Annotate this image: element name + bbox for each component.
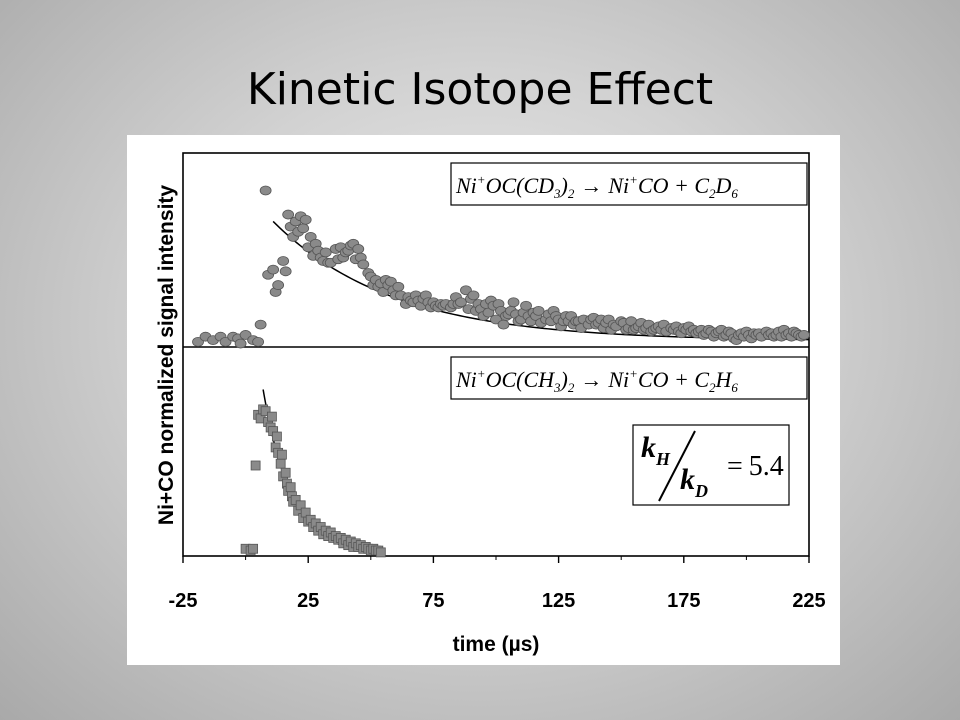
protonated-data-point <box>285 482 296 493</box>
deuterated-data-point <box>352 244 365 254</box>
eq-top-part: 3 <box>553 186 561 201</box>
svg-text:kD: kD <box>680 463 708 501</box>
deuterated-data-point <box>254 319 267 330</box>
x-tick-label: 75 <box>422 590 444 612</box>
deuterated-data-point <box>259 185 272 196</box>
equation-box-bottom: Ni+OC(CH3)2 → Ni+CO + C2H6 <box>450 356 808 400</box>
deuterated-data-point <box>192 336 204 347</box>
deuterated-data-point <box>467 290 480 301</box>
eq-bottom-part: 2 <box>709 380 716 395</box>
eq-bottom-part: Ni <box>607 367 629 392</box>
ratio-den-sub: D <box>694 481 708 501</box>
figure-panel: Ni+OC(CD3)2 → Ni+CO + C2D6 Ni+OC(CH3)2 → Ni+… <box>127 135 840 665</box>
eq-bottom-part: + <box>629 366 638 381</box>
eq-top-part: CO + C <box>638 173 709 198</box>
eq-bottom-part: Ni <box>455 367 477 392</box>
deuterated-data-point <box>267 264 280 275</box>
deuterated-data-point <box>239 330 252 340</box>
eq-bottom-part: OC(CH <box>486 367 556 392</box>
eq-bottom-part: 3 <box>553 380 561 395</box>
ratio-den-k: k <box>680 463 695 496</box>
svg-text:Ni+OC(CD3)2→Ni+CO + C2D6: Ni+OC(CD3)2 → Ni+CO + C2D6 <box>455 172 738 201</box>
ratio-num-k: k <box>641 431 656 464</box>
eq-top-part: 2 <box>568 186 575 201</box>
eq-bottom-part: + <box>477 366 486 381</box>
eq-bottom-part: H <box>715 367 733 392</box>
x-tick-label: 25 <box>297 590 319 612</box>
svg-text:kH: kH <box>641 431 671 469</box>
deuterated-data-point <box>507 297 520 308</box>
eq-top-part: 2 <box>709 186 716 201</box>
eq-bottom-arrow: → <box>580 367 602 392</box>
deuterated-data-point <box>455 297 467 308</box>
eq-top-arrow: → <box>580 173 602 198</box>
deuterated-data-point <box>357 259 370 270</box>
ratio-box: kH kD = 5.4 <box>632 424 790 506</box>
eq-top-part: Ni <box>455 173 477 198</box>
protonated-data-point <box>250 460 261 471</box>
deuterated-data-point <box>272 280 285 290</box>
x-tick-label: -25 <box>169 590 198 612</box>
eq-bottom-part: 6 <box>731 380 738 395</box>
deuterated-data-point <box>297 223 310 234</box>
eq-top-part: + <box>477 172 486 187</box>
y-axis-title: Ni+CO normalized signal intensity <box>155 185 178 525</box>
eq-bottom-part: CO + C <box>638 367 709 392</box>
deuterated-data-point <box>234 338 247 349</box>
equation-box-top: Ni+OC(CD3)2 → Ni+CO + C2D6 <box>450 162 808 206</box>
x-ticks: -25 25 75 125 175 225 <box>169 556 826 612</box>
eq-top-part: D <box>715 173 732 198</box>
protonated-data-point <box>295 500 306 511</box>
deuterated-data-point <box>798 330 810 340</box>
ratio-equals: = <box>727 451 743 482</box>
protonated-data-point <box>277 449 287 460</box>
protonated-data-point <box>248 543 259 554</box>
x-tick-label: 125 <box>542 590 575 612</box>
deuterated-data-point <box>219 336 232 347</box>
protonated-data-point <box>260 406 271 417</box>
ratio-num-sub: H <box>655 449 671 469</box>
eq-bottom-part: ) <box>559 367 568 392</box>
svg-text:Ni+OC(CH3)2→Ni+CO + C2H6: Ni+OC(CH3)2 → Ni+CO + C2H6 <box>455 366 738 395</box>
x-tick-label: 175 <box>667 590 700 612</box>
protonated-data-point <box>271 431 282 442</box>
eq-top-part: 6 <box>731 186 738 201</box>
protonated-data-point <box>280 467 291 478</box>
data-points <box>192 185 810 558</box>
deuterated-data-point <box>282 209 295 220</box>
ratio-value: 5.4 <box>749 451 784 482</box>
protonated-data-point <box>266 411 277 422</box>
eq-bottom-part: 2 <box>568 380 575 395</box>
deuterated-data-point <box>520 300 532 311</box>
deuterated-data-point <box>392 281 405 292</box>
deuterated-data-point <box>279 266 292 277</box>
deuterated-data-point <box>490 314 502 325</box>
ratio-slash <box>658 430 696 502</box>
kie-chart: Ni+OC(CD3)2 → Ni+CO + C2D6 Ni+OC(CH3)2 → Ni+… <box>155 152 826 656</box>
deuterated-data-point <box>497 319 510 330</box>
eq-top-part: OC(CD <box>486 173 555 198</box>
protonated-data-point <box>375 547 386 558</box>
x-axis-title: time (µs) <box>453 633 540 656</box>
deuterated-data-point <box>299 214 312 225</box>
slide-title: Kinetic Isotope Effect <box>246 64 714 115</box>
x-tick-label: 225 <box>792 590 825 612</box>
svg-text:=5.4: = 5.4 <box>727 451 784 482</box>
deuterated-data-point <box>532 305 545 316</box>
eq-top-part: + <box>629 172 638 187</box>
deuterated-data-point <box>277 256 290 266</box>
deuterated-data-point <box>252 336 265 347</box>
eq-top-part: ) <box>559 173 568 198</box>
eq-top-part: Ni <box>607 173 629 198</box>
deuterated-data-point <box>319 247 332 258</box>
protonated-data-point <box>290 494 301 505</box>
deuterated-data-point <box>460 285 472 296</box>
protonated-data-point <box>275 458 286 469</box>
